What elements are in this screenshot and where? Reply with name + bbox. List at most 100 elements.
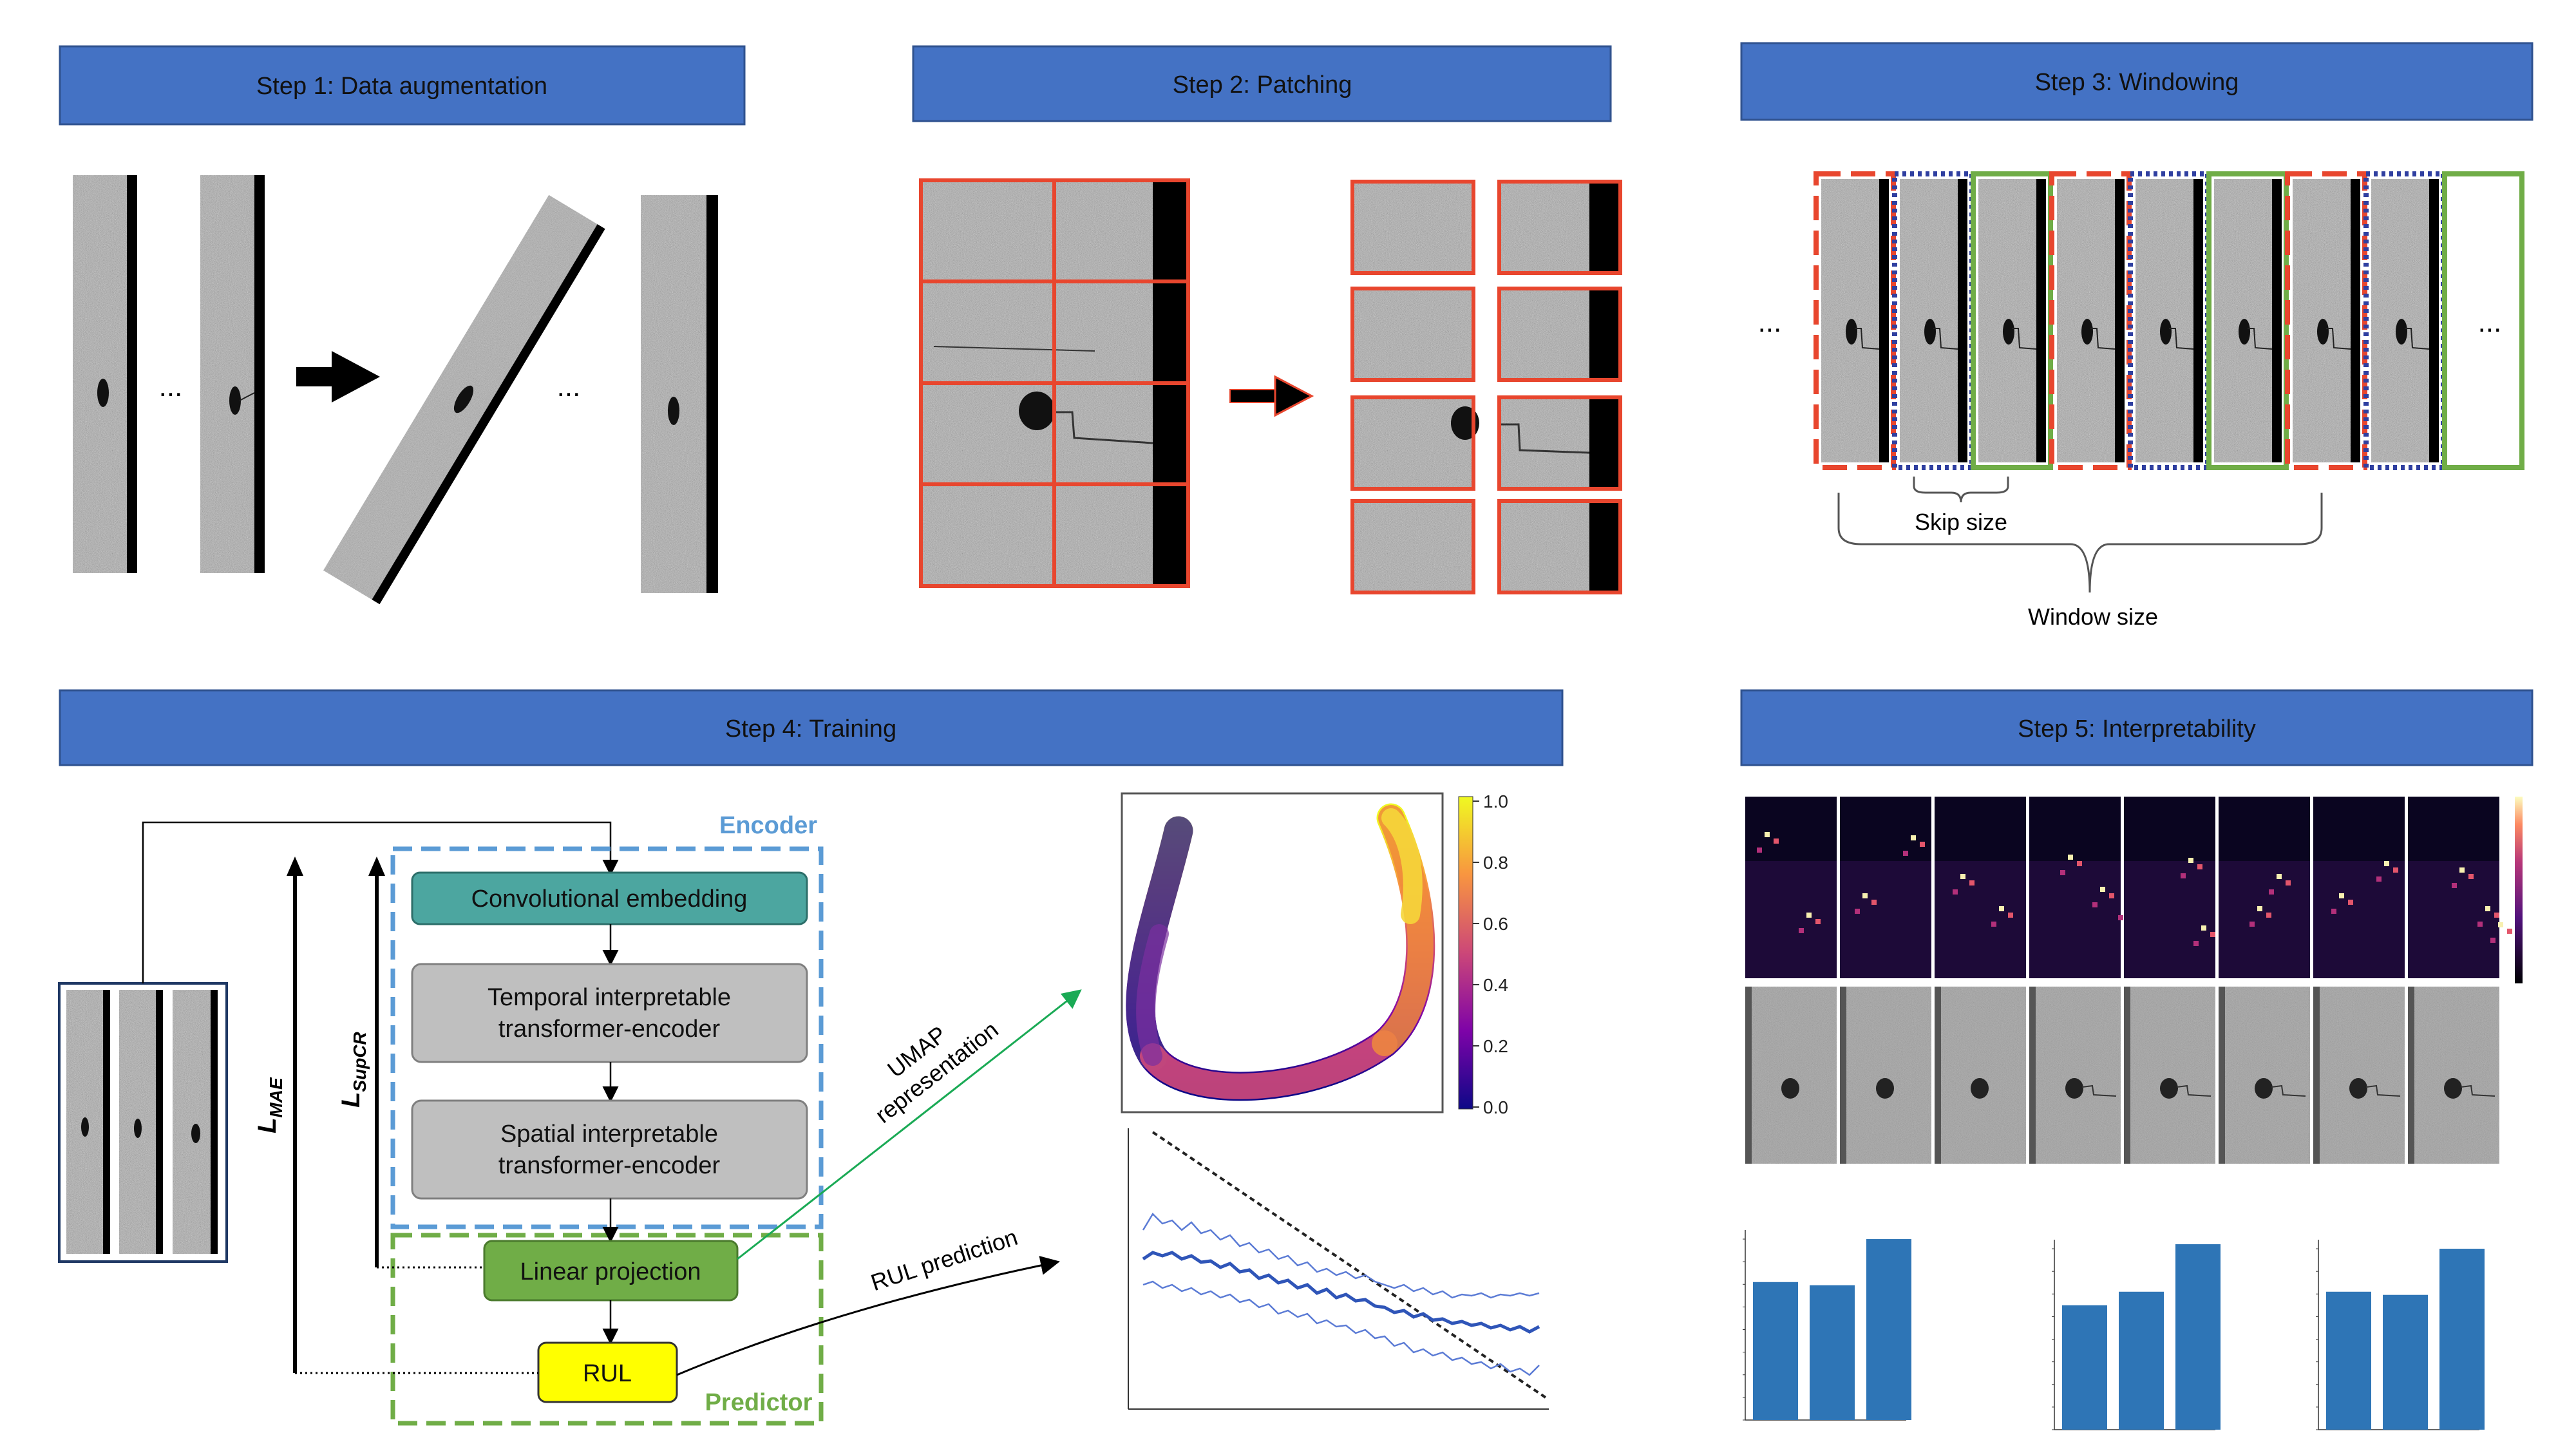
ellipsis-1: ... (159, 371, 183, 402)
patch-tile (1497, 499, 1622, 594)
attention-heatmap (1840, 797, 1931, 978)
augmentation-arrow (296, 351, 380, 402)
step4-content: Encoder Predictor Convolutional embeddin… (58, 791, 1549, 1426)
step5-header: Step 5: Interpretability (1740, 689, 2533, 766)
attention-heatmap (2219, 797, 2310, 978)
patches-grid (1350, 180, 1622, 594)
ground-truth-line (1151, 1131, 1547, 1399)
rul-prediction-arrow (676, 1256, 1060, 1376)
importance-bar (2383, 1294, 2428, 1430)
step4-header: Step 4: Training (59, 689, 1564, 766)
step2-content (919, 178, 1622, 594)
patch-tile (1350, 180, 1475, 275)
rul-block: RUL (537, 1341, 678, 1403)
bar-charts (1743, 1230, 2485, 1430)
window-frames (1814, 171, 2524, 470)
loss-supcr-label: LSupCR (337, 1031, 370, 1108)
temporal-label-1: Temporal interpretable (488, 984, 731, 1011)
window-frame (2128, 171, 2210, 470)
step2-header: Step 2: Patching (912, 45, 1612, 122)
importance-bar (2119, 1291, 2164, 1430)
rul-prediction-label: RUL prediction (867, 1224, 1021, 1296)
heatmap-colorbar (2515, 797, 2523, 983)
step5-content (1743, 797, 2523, 1430)
attention-heatmap (1935, 797, 2026, 978)
window-frame (2049, 171, 2132, 470)
importance-bar (2175, 1244, 2221, 1430)
attention-heatmaps (1745, 797, 2512, 978)
spatial-label-2: transformer-encoder (498, 1152, 721, 1179)
importance-bar (2326, 1291, 2371, 1430)
window-frame (2285, 171, 2367, 470)
specimen-frame (2124, 987, 2215, 1164)
colorbar-tick-label: 0.2 (1483, 1036, 1508, 1056)
full-image-grid (919, 178, 1190, 588)
step2-title: Step 2: Patching (1173, 71, 1352, 99)
spatial-encoder-block: Spatial interpretable transformer-encode… (411, 1099, 808, 1200)
window-frame (2206, 171, 2289, 470)
step3-title: Step 3: Windowing (2035, 69, 2239, 96)
colorbar-tick-label: 0.0 (1483, 1097, 1508, 1117)
patch-tile (1497, 395, 1622, 491)
specimen-frame (2219, 987, 2310, 1164)
step1-content: ... ... (73, 175, 718, 605)
rotated-specimen-image (323, 194, 605, 605)
patch-tile (1350, 287, 1475, 382)
rul-label: RUL (583, 1360, 632, 1387)
linear-projection-block: Linear projection (483, 1240, 739, 1302)
specimen-sequence (1745, 987, 2499, 1164)
step3-content: ... ... Skip size Window size (1758, 171, 2524, 630)
conv-embedding-block: Convolutional embedding (411, 871, 808, 925)
specimen-frame (1935, 987, 2026, 1164)
window-size-label: Window size (2028, 603, 2158, 630)
attention-heatmap (2408, 797, 2512, 978)
pred-upper-bound (1142, 1212, 1540, 1299)
specimen-frame (2029, 987, 2121, 1164)
attention-heatmap (2313, 797, 2405, 978)
spatial-label-1: Spatial interpretable (500, 1121, 718, 1148)
patching-arrow (1229, 375, 1314, 417)
step5-title: Step 5: Interpretability (2018, 715, 2256, 743)
ellipsis-left: ... (1758, 307, 1782, 338)
rul-prediction-plot (1128, 1128, 1549, 1410)
ellipsis-2: ... (557, 371, 581, 402)
step4-title: Step 4: Training (725, 715, 896, 743)
importance-bar (1810, 1285, 1855, 1420)
colorbar-tick-label: 0.4 (1483, 975, 1508, 995)
colorbar-tick-label: 0.8 (1483, 853, 1508, 873)
window-size-brace (1837, 493, 2323, 593)
step3-header: Step 3: Windowing (1740, 42, 2533, 121)
skip-size-brace (1913, 477, 2009, 503)
window-frame (1814, 171, 1896, 470)
pred-mean (1142, 1251, 1540, 1334)
step1-title: Step 1: Data augmentation (256, 73, 547, 100)
loss-supcr-arrow (368, 857, 484, 1269)
attention-heatmap (1745, 797, 1837, 978)
conv-embedding-label: Convolutional embedding (471, 886, 748, 913)
umap-arrow (737, 989, 1082, 1260)
importance-bar (2062, 1305, 2107, 1430)
colorbar-tick-label: 1.0 (1483, 791, 1508, 811)
input-image-stack (58, 982, 228, 1263)
step1-header: Step 1: Data augmentation (59, 45, 746, 126)
umap-plot (1121, 792, 1444, 1113)
predictor-label: Predictor (705, 1389, 813, 1416)
colorbar-tick-label: 0.6 (1483, 914, 1508, 934)
pred-lower-bound (1142, 1280, 1540, 1376)
attention-heatmap (2124, 797, 2215, 978)
window-frame (2442, 171, 2524, 470)
window-frame (1892, 171, 1975, 470)
temporal-label-2: transformer-encoder (498, 1016, 721, 1043)
ellipsis-right: ... (2478, 307, 2502, 338)
specimen-frame (2408, 987, 2499, 1164)
importance-bar-chart (2052, 1240, 2221, 1430)
importance-bar (1866, 1239, 1911, 1420)
patch-tile (1497, 180, 1622, 275)
window-frame (2363, 171, 2446, 470)
umap-colorbar: 1.0 0.8 0.6 0.4 0.2 0.0 (1458, 791, 1508, 1117)
temporal-encoder-block: Temporal interpretable transformer-encod… (411, 963, 808, 1063)
importance-bar (1753, 1282, 1798, 1420)
umap-label: UMAP representation (853, 994, 1003, 1128)
encoder-label: Encoder (719, 812, 817, 839)
